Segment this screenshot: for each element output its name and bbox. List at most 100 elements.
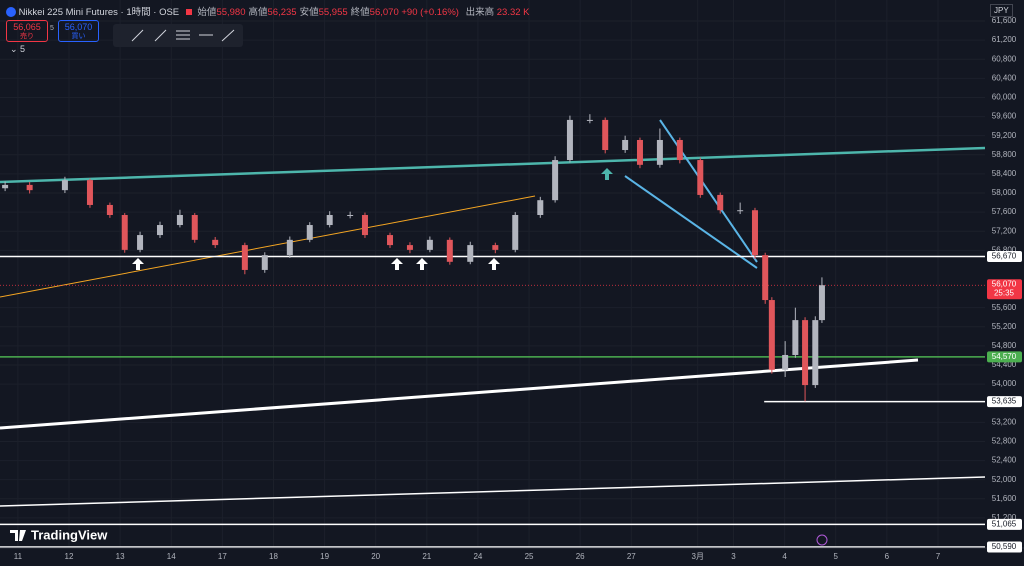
level-label: 53,635 [992,397,1017,406]
candle-body [261,255,268,270]
countdown: 25:35 [994,288,1015,297]
candle-body [387,235,394,246]
candle-body [467,245,474,262]
replay-icon[interactable] [816,534,828,546]
y-tick-label: 54,800 [992,341,1017,350]
sell-button[interactable]: 56,065 売り [6,20,48,42]
x-tick-label: 18 [269,552,278,561]
candle-body [286,239,293,256]
candle-body [812,320,819,386]
candle-body [86,180,93,205]
candle-body [212,239,219,246]
y-tick-label: 53,200 [992,417,1017,426]
candle-body [191,214,198,240]
x-tick-label: 11 [14,552,23,561]
tool-icon[interactable] [131,29,144,42]
sell-label: 売り [20,33,34,40]
logo-mark [10,530,26,541]
buy-button[interactable]: 56,070 買い [58,20,99,42]
candle-body [636,139,643,165]
candle-body [768,300,775,370]
arrow-up [488,258,500,270]
trend-line [0,358,919,430]
candle-body [61,180,68,191]
candle-body [676,139,683,161]
tool-icon[interactable] [176,30,190,40]
indicator-count[interactable]: ⌄ 5 [10,44,26,54]
candle-body [426,239,433,250]
candle-body [586,119,593,121]
x-tick-label: 24 [473,552,482,561]
trend-line [659,119,758,263]
y-tick-label: 56,800 [992,245,1017,254]
y-tick-label: 60,800 [992,54,1017,63]
brand: TradingView [31,527,108,542]
candle-body [762,255,769,301]
candle-body [751,210,758,256]
candle-body [552,160,559,201]
x-tick-label: 3月 [692,552,704,561]
arrow-up [391,258,403,270]
x-tick-label: 3 [731,552,736,561]
ohlc-value: 56,070 [369,7,399,18]
trend-line [624,175,758,269]
level-label: 56,670 [992,252,1017,261]
y-tick-label: 54,400 [992,360,1017,369]
candle-body [361,214,368,236]
candle-body [347,214,354,216]
candle-body [137,235,144,250]
candle-body [176,214,183,226]
candle-body [802,320,809,386]
y-tick-label: 55,600 [992,303,1017,312]
y-tick-label: 58,400 [992,169,1017,178]
candle-body [512,214,519,250]
y-tick-label: 52,400 [992,456,1017,465]
candle-body [602,119,609,151]
candle-body [737,210,744,212]
y-tick-label: 54,000 [992,379,1017,388]
arrow-up [132,258,144,270]
candle-body [326,214,333,226]
ohlc-legend: 始値55,980 高値56,235 安値55,955 終値56,070 [194,7,398,18]
change: +90 (+0.16%) [401,7,459,18]
currency[interactable]: JPY [990,4,1013,17]
y-tick-label: 57,200 [992,226,1017,235]
candle-body [406,245,413,250]
y-tick-label: 55,200 [992,322,1017,331]
candles [2,114,825,402]
x-tick-label: 13 [116,552,125,561]
x-tick-label: 26 [576,552,585,561]
volume: 23.32 K [496,7,530,18]
level-label-bg [987,518,1022,530]
buy-label: 買い [71,33,86,40]
tool-icon[interactable] [221,29,235,42]
tool-icon[interactable] [154,29,167,42]
y-tick-label: 52,000 [992,475,1017,484]
x-tick-label: 4 [782,552,787,561]
candle-body [622,139,629,151]
x-tick-label: 6 [885,552,890,561]
symbol-title: Nikkei 225 Mini Futures · 1時間 · OSE [18,7,180,18]
y-tick-label: 60,400 [992,73,1017,82]
x-tick-label: 14 [167,552,176,561]
logo: TradingView [10,527,108,542]
level-label-bg [987,351,1022,363]
candle-body [818,285,825,321]
y-tick-label: 52,800 [992,437,1017,446]
y-tick-label: 51,600 [992,494,1017,503]
x-tick-label: 20 [371,552,380,561]
trend-line [0,146,986,184]
candle-body [792,320,799,355]
x-tick-label: 17 [218,552,227,561]
y-tick-label: 58,800 [992,150,1017,159]
x-tick-label: 27 [627,552,636,561]
level-label: 51,065 [992,519,1017,528]
trend-line [0,195,536,298]
ohlc-label: 高値 [248,7,268,18]
candle-body [717,194,724,211]
last-price-bg [987,279,1022,300]
